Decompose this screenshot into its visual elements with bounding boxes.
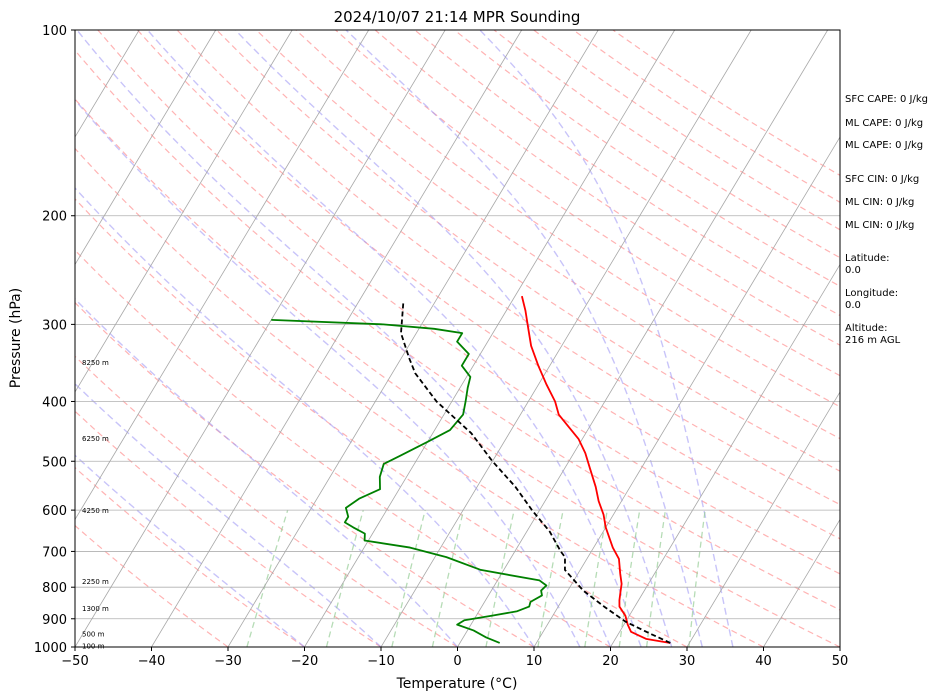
height-label: 8250 m [82,359,109,367]
dry-adiabat [75,301,535,647]
x-tick-label: 20 [602,654,619,669]
isotherm-line [457,30,829,647]
y-tick-label: 400 [42,395,67,410]
grid-lines [75,30,840,647]
dry-adiabat [97,30,840,575]
ml-cape-text: ML CAPE: 0 J/kg [845,118,923,129]
y-tick-label: 300 [42,318,67,333]
isotherm-line [304,30,676,647]
moist-adiabat [76,30,612,647]
dry-adiabat [75,524,229,647]
y-tick-label: 1000 [34,641,67,656]
isotherm-line [75,30,140,138]
x-axis-label: Temperature (°C) [396,676,518,692]
isotherm-line [610,263,840,647]
y-tick-label: 500 [42,455,67,470]
dry-adiabat [255,30,840,440]
dry-adiabat [136,30,840,540]
moist-adiabat [75,454,305,647]
dry-adiabat [414,30,840,317]
isotherm-line [380,30,752,647]
x-tick-label: 10 [526,654,543,669]
y-tick-label: 800 [42,581,67,596]
isotherm-line [75,30,217,266]
y-tick-label: 600 [42,504,67,519]
moist-adiabat [345,30,703,647]
height-label: 500 m [82,630,105,638]
ml-cin-text-2: ML CIN: 0 J/kg [845,220,914,231]
dry-adiabat [75,355,458,647]
moist-adiabat [75,297,459,647]
series-lines [271,295,671,644]
isotherm-line [763,518,840,647]
altitude-label: Altitude: [845,323,887,334]
moist-adiabat [234,30,673,647]
x-tick-label: −10 [367,654,394,669]
dry-adiabat [216,30,840,472]
latitude-label: Latitude: [845,253,890,264]
isotherm-line [75,30,293,393]
dry-adiabat [75,197,688,647]
chart-title: 2024/10/07 21:14 MPR Sounding [334,8,581,26]
height-label: 1300 m [82,605,109,613]
dry-adiabat [75,98,840,647]
dry-adiabat [75,147,764,647]
height-label: 2250 m [82,578,109,586]
y-axis-label: Pressure (hPa) [8,288,24,388]
longitude-label: Longitude: [845,288,898,299]
x-tick-label: −40 [138,654,165,669]
longitude-value: 0.0 [845,300,861,311]
latitude-value: 0.0 [845,265,861,276]
dry-adiabat [374,30,840,346]
temperature-profile [521,295,671,644]
moist-adiabat [479,30,734,647]
x-tick-label: 0 [453,654,461,669]
stats-panel: SFC CAPE: 0 J/kg ML CAPE: 0 J/kg ML CAPE… [845,94,928,346]
axis-ticks: −50 −40 −30 −20 −10 0 10 20 30 40 50 1000 900 800 700 6… [34,24,848,669]
sfc-cin-text: SFC CIN: 0 J/kg [845,174,919,185]
ml-cape-text-2: ML CAPE: 0 J/kg [845,140,923,151]
dry-adiabat [75,49,840,611]
height-label: 6250 m [82,435,109,443]
y-tick-label: 100 [42,24,67,39]
dry-adiabat [75,410,382,647]
isotherm-line [75,30,370,521]
x-tick-label: 40 [755,654,772,669]
isotherm-line [533,136,840,647]
x-tick-label: −50 [61,654,88,669]
height-label: 100 m [82,643,105,651]
x-tick-label: −30 [214,654,241,669]
y-tick-label: 900 [42,613,67,628]
x-tick-label: 30 [679,654,696,669]
height-labels: 8250 m 6250 m 4250 m 2250 m 1300 m 500 m 100 m [82,359,109,651]
height-label: 4250 m [82,507,109,515]
x-tick-label: 50 [832,654,849,669]
y-tick-label: 200 [42,210,67,225]
sfc-cape-text: SFC CAPE: 0 J/kg [845,94,928,105]
dry-adiabat [176,30,840,506]
dry-adiabat [75,466,305,647]
parcel-profile [400,301,671,644]
isotherm-line [75,30,446,647]
isotherm-line [686,391,840,647]
dry-adiabat [75,249,611,647]
altitude-value: 216 m AGL [845,335,901,346]
y-tick-label: 700 [42,545,67,560]
dewpoint-profile [271,318,548,644]
isotherm-line [151,30,523,647]
x-tick-label: −20 [291,654,318,669]
moist-adiabat [75,98,581,647]
isotherm-line [227,30,599,647]
ml-cin-text: ML CIN: 0 J/kg [845,197,914,208]
dry-adiabat [335,30,840,377]
